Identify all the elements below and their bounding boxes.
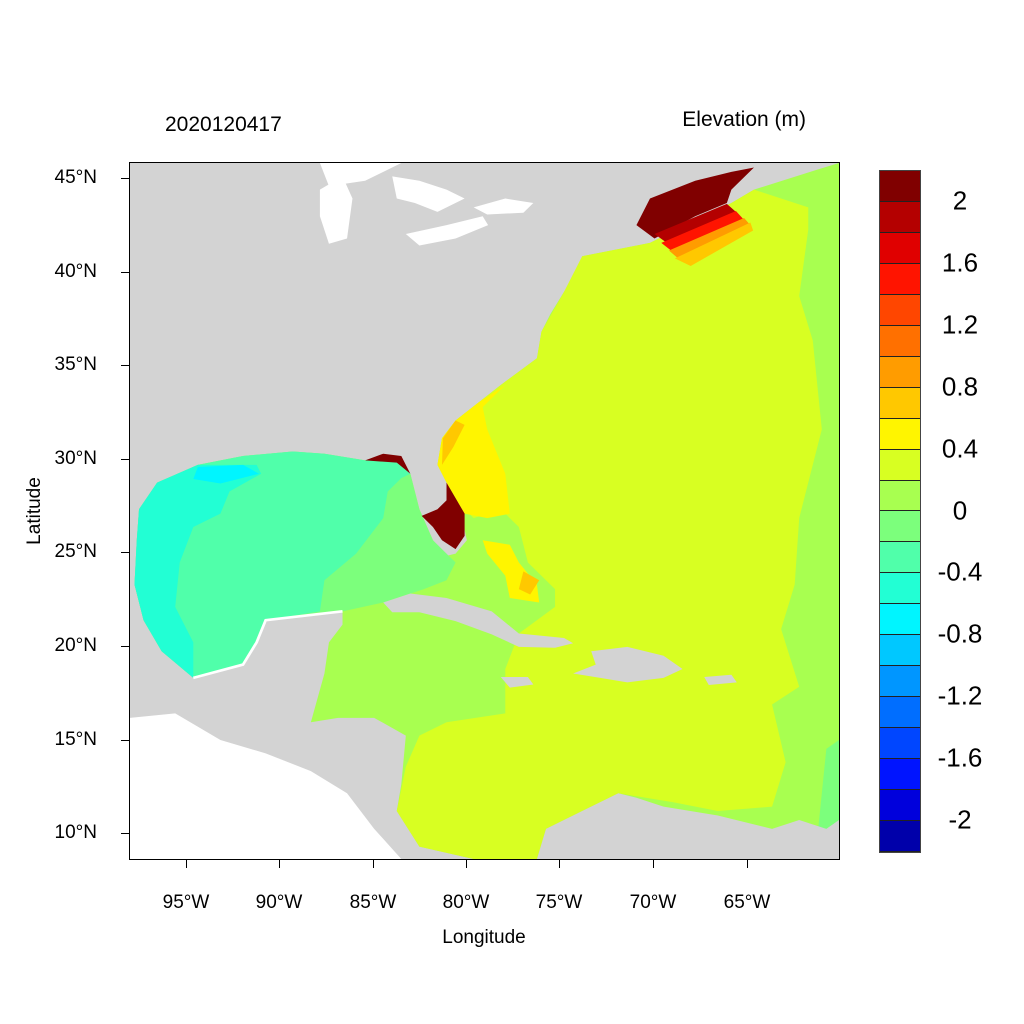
colorbar — [879, 170, 921, 853]
lon-tick-label: 95°W — [162, 892, 210, 913]
colorbar-swatch — [880, 449, 920, 481]
lat-tick — [121, 459, 129, 460]
colorbar-label: -2 — [948, 804, 972, 835]
florida-inundation — [421, 482, 465, 550]
lat-tick-label: 35°N — [54, 354, 97, 375]
map-plot — [129, 162, 840, 860]
lake-ontario — [473, 198, 534, 215]
colorbar-swatch — [880, 759, 920, 791]
lon-tick — [559, 860, 560, 868]
lat-tick — [121, 552, 129, 553]
se-band-neg02 — [817, 740, 839, 843]
maine-band-10 — [668, 218, 751, 262]
gulf-band-neg08 — [193, 464, 259, 484]
lon-tick — [466, 860, 467, 868]
colorbar-label: -0.8 — [937, 618, 983, 649]
colorbar-swatch — [880, 604, 920, 636]
lon-tick — [186, 860, 187, 868]
lat-tick-label: 25°N — [54, 541, 97, 562]
bahamas-band-06 — [518, 571, 540, 595]
colorbar-label: 0.8 — [941, 371, 979, 402]
south-america — [536, 793, 839, 859]
timestamp-title: 2020120417 — [165, 113, 282, 136]
florida-band-04 — [437, 384, 510, 519]
colorbar-swatch — [880, 697, 920, 729]
lon-tick-label: 85°W — [349, 892, 397, 913]
lon-tick-label: 75°W — [535, 892, 583, 913]
lat-tick-label: 40°N — [54, 261, 97, 282]
lon-tick-label: 90°W — [255, 892, 303, 913]
colorbar-swatch — [880, 511, 920, 543]
lon-tick-label: 65°W — [723, 892, 771, 913]
lon-tick — [653, 860, 654, 868]
colorbar-swatch — [880, 666, 920, 698]
colorbar-label: 1.6 — [941, 247, 979, 278]
colorbar-swatch — [880, 418, 920, 450]
colorbar-swatch — [880, 790, 920, 822]
maine-band-18 — [654, 203, 736, 244]
lat-tick — [121, 833, 129, 834]
maine-band-14 — [661, 210, 745, 252]
jamaica — [500, 677, 534, 688]
lat-tick-label: 45°N — [54, 167, 97, 188]
colorbar-swatch — [880, 325, 920, 357]
colorbar-swatch — [880, 171, 920, 202]
colorbar-swatch — [880, 542, 920, 574]
colorbar-swatch — [880, 480, 920, 512]
maine-band-2 — [636, 167, 754, 239]
gulf-coast-inundation — [365, 453, 411, 474]
elevation-map — [130, 163, 839, 859]
hispaniola — [573, 646, 683, 683]
gulf-band-neg06 — [134, 464, 262, 678]
puerto-rico — [704, 674, 737, 685]
lat-tick-label: 30°N — [54, 448, 97, 469]
x-axis-label: Longitude — [442, 927, 526, 948]
lat-tick — [121, 178, 129, 179]
colorbar-label: -1.2 — [937, 680, 983, 711]
colorbar-swatch — [880, 294, 920, 326]
colorbar-swatch — [880, 263, 920, 295]
colorbar-label: -0.4 — [937, 556, 983, 587]
maine-band-06 — [674, 222, 754, 266]
lat-tick — [121, 365, 129, 366]
variable-title: Elevation (m) — [682, 108, 806, 131]
colorbar-label: -1.6 — [937, 742, 983, 773]
colorbar-label: 0.4 — [941, 433, 979, 464]
colorbar-swatch — [880, 635, 920, 667]
lat-tick — [121, 272, 129, 273]
lake-michigan — [319, 176, 353, 244]
lat-tick-label: 20°N — [54, 635, 97, 656]
colorbar-swatch — [880, 201, 920, 233]
colorbar-swatch — [880, 573, 920, 605]
atlantic-band-02 — [396, 189, 822, 859]
colorbar-swatch — [880, 356, 920, 388]
lat-tick — [121, 646, 129, 647]
lake-huron — [392, 176, 465, 212]
colorbar-label: 1.2 — [941, 309, 979, 340]
colorbar-swatch — [880, 232, 920, 264]
colorbar-label: 2 — [952, 185, 968, 216]
lon-tick-label: 80°W — [442, 892, 490, 913]
colorbar-swatch — [880, 728, 920, 760]
yucatan-coastline — [192, 609, 343, 680]
lon-tick — [747, 860, 748, 868]
lake-erie — [405, 216, 489, 246]
y-axis-label: Latitude — [24, 477, 45, 545]
lat-tick — [121, 740, 129, 741]
lat-tick-label: 10°N — [54, 822, 97, 843]
lon-tick — [373, 860, 374, 868]
lon-tick — [279, 860, 280, 868]
pacific-ocean — [130, 713, 402, 859]
colorbar-swatch — [880, 387, 920, 419]
lon-tick-label: 70°W — [629, 892, 677, 913]
colorbar-swatch — [880, 821, 920, 852]
lat-tick-label: 15°N — [54, 729, 97, 750]
colorbar-label: 0 — [952, 495, 968, 525]
